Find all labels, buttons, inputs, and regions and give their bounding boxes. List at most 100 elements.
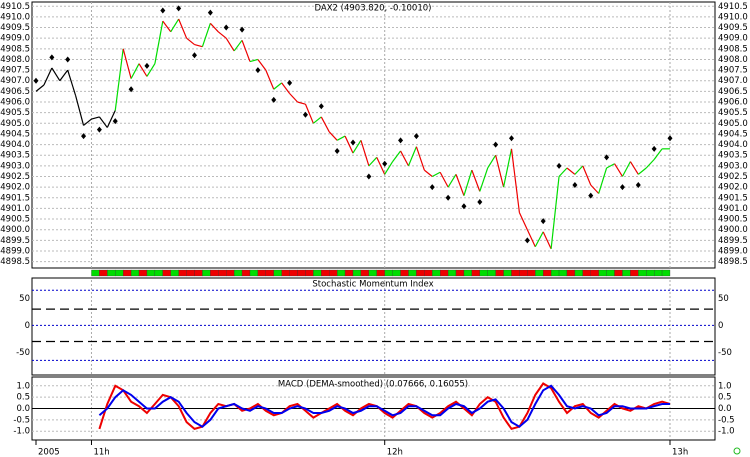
- price-segment: [376, 157, 386, 175]
- macd-line: [98, 382, 671, 431]
- direction-strip: [424, 269, 433, 277]
- y-tick-label-right: 4900.0: [718, 225, 748, 235]
- price-segment: [392, 150, 402, 162]
- y-tick-label-right: 4900.5: [718, 215, 748, 225]
- price-segment: [59, 69, 69, 82]
- direction-strip: [123, 269, 132, 277]
- x-tick-label: 2005: [38, 448, 60, 457]
- marker: [524, 237, 530, 244]
- y-tick-label: 4900.5: [0, 215, 30, 225]
- direction-strip: [218, 269, 227, 277]
- price-segment: [217, 31, 227, 39]
- direction-strip: [186, 269, 195, 277]
- y-tick-label: 4904.5: [0, 129, 30, 139]
- y-tick-label: 4903.5: [0, 151, 30, 161]
- direction-strip: [265, 269, 274, 277]
- y-tick-label: 0.5: [16, 393, 30, 403]
- stochastic-frame: [31, 277, 716, 376]
- direction-strip: [654, 269, 663, 277]
- marker: [33, 77, 39, 84]
- price-segment: [518, 212, 528, 230]
- y-tick-label: 1.0: [16, 381, 30, 391]
- y-tick-label: 4904.0: [0, 140, 30, 150]
- price-segment: [455, 174, 465, 196]
- direction-strip: [107, 269, 116, 277]
- y-tick-label-right: 4906.5: [718, 87, 748, 97]
- price-segment: [574, 165, 584, 175]
- direction-strip: [543, 269, 552, 277]
- price-segment: [502, 148, 513, 188]
- y-tick-label-right: 4910.5: [718, 2, 748, 12]
- marker: [65, 56, 71, 63]
- direction-strip: [162, 269, 171, 277]
- direction-strip: [519, 269, 528, 277]
- price-segment: [106, 110, 116, 128]
- price-segment: [352, 140, 362, 154]
- direction-strip: [281, 269, 290, 277]
- price-segment: [344, 135, 354, 154]
- y-tick-label-right: 4909.5: [718, 23, 748, 33]
- marker: [350, 139, 356, 146]
- marker: [271, 96, 277, 103]
- marker: [477, 199, 483, 206]
- y-tick-label-right: -50: [718, 348, 732, 358]
- price-segment: [201, 23, 211, 47]
- direction-strip: [99, 269, 108, 277]
- y-tick-label: 4898.5: [0, 257, 30, 267]
- x-tick-label: 11h: [93, 448, 109, 457]
- y-tick-label-right: 50: [718, 294, 729, 304]
- direction-strip: [661, 269, 671, 277]
- y-tick-label-right: -1.0: [718, 427, 735, 437]
- price-segment: [233, 39, 243, 52]
- marker: [667, 135, 673, 142]
- direction-strip: [321, 269, 330, 277]
- marker: [540, 218, 546, 225]
- y-tick-label: 4902.0: [0, 183, 30, 193]
- price-segment: [495, 155, 505, 188]
- marker: [493, 141, 499, 148]
- price-segment: [558, 167, 568, 177]
- marker: [176, 5, 182, 12]
- direction-strip: [273, 269, 282, 277]
- marker: [192, 52, 197, 59]
- y-tick-label: 4899.5: [0, 236, 30, 246]
- price-segment: [447, 174, 457, 188]
- direction-strip: [630, 269, 639, 277]
- direction-strip: [336, 269, 346, 277]
- panel-title: MACD (DEMA-smoothed) (0.07666, 0.16055): [278, 380, 468, 390]
- direction-strip: [527, 269, 536, 277]
- marker: [334, 147, 340, 154]
- y-tick-label-right: 4908.0: [718, 55, 748, 65]
- y-tick-label: 0: [25, 321, 30, 331]
- marker: [572, 182, 578, 189]
- y-tick-label-right: 4905.0: [718, 119, 748, 129]
- direction-strip: [566, 269, 576, 277]
- direction-strip: [170, 269, 179, 277]
- y-tick-label: 4909.5: [0, 23, 30, 33]
- direction-strip: [360, 269, 369, 277]
- price-segment: [423, 169, 433, 177]
- direction-strip: [392, 269, 401, 277]
- marker: [651, 145, 657, 152]
- marker: [318, 103, 324, 110]
- y-tick-label-right: 4898.5: [718, 257, 748, 267]
- direction-strip: [558, 269, 568, 277]
- price-segment: [439, 171, 449, 188]
- price-segment: [606, 163, 615, 169]
- price-segment: [194, 43, 203, 48]
- price-segment: [598, 167, 608, 194]
- price-segment: [526, 229, 536, 247]
- y-tick-label: -1.0: [13, 427, 30, 437]
- price-segment: [209, 22, 219, 33]
- direction-strip: [479, 269, 488, 277]
- direction-strip: [289, 269, 298, 277]
- direction-strip: [344, 269, 354, 277]
- direction-strip: [574, 269, 583, 277]
- price-segment: [471, 169, 481, 192]
- marker: [302, 111, 308, 118]
- marker: [223, 24, 229, 31]
- marker: [255, 67, 261, 74]
- price-segment: [122, 48, 132, 79]
- price-segment: [368, 156, 378, 167]
